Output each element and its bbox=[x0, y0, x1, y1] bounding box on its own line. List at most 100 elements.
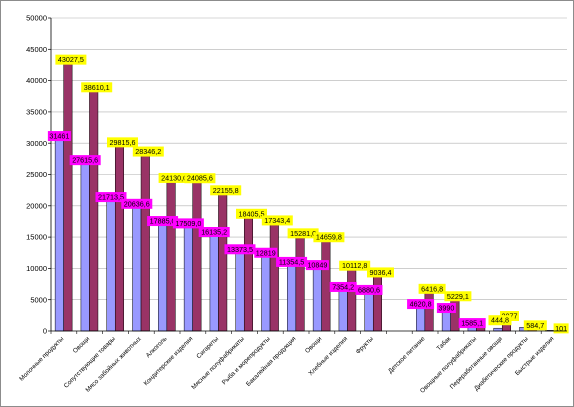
data-label: 12819 bbox=[256, 248, 276, 257]
data-label: 17343,4 bbox=[264, 216, 290, 225]
data-label-box bbox=[106, 137, 138, 148]
data-label: 22155,8 bbox=[213, 186, 239, 195]
bar bbox=[243, 215, 254, 332]
bar bbox=[114, 144, 125, 332]
data-label-box bbox=[488, 315, 512, 326]
data-label-box bbox=[436, 303, 456, 314]
bars bbox=[54, 61, 563, 332]
data-label: 43027,5 bbox=[58, 55, 84, 64]
data-label: 13373,5 bbox=[227, 245, 253, 254]
data-labels: 31461 43027,5 27615,6 38610,1 21713,5 29815,6… bbox=[47, 54, 569, 334]
bar bbox=[235, 247, 245, 332]
data-label: 444,8 bbox=[491, 316, 509, 325]
x-tick-label: Детское питание bbox=[387, 335, 427, 375]
data-label: 101 bbox=[555, 324, 567, 333]
data-label: 14659,8 bbox=[316, 233, 342, 242]
data-label-box bbox=[235, 208, 267, 219]
x-tick-label: Алкоголь bbox=[145, 335, 169, 359]
bar bbox=[183, 221, 193, 332]
data-label: 17509,0 bbox=[175, 219, 201, 228]
data-label: 584,7 bbox=[526, 321, 544, 330]
data-label: 6880,6 bbox=[358, 285, 380, 294]
y-tick-label: 35000 bbox=[26, 108, 47, 117]
data-label: 17885,0 bbox=[150, 217, 176, 226]
bar bbox=[158, 218, 168, 332]
bar bbox=[54, 133, 64, 332]
data-label: 27615,6 bbox=[72, 156, 98, 165]
bar bbox=[312, 262, 322, 332]
x-tick-label: Табак bbox=[435, 335, 453, 353]
data-label-box bbox=[210, 185, 242, 196]
data-label-box bbox=[355, 284, 383, 295]
data-label-box bbox=[121, 198, 153, 209]
y-tick-label: 45000 bbox=[26, 45, 47, 54]
bar bbox=[63, 61, 73, 332]
data-label: 20636,6 bbox=[124, 199, 150, 208]
y-tick-label: 20000 bbox=[26, 201, 47, 210]
bar bbox=[493, 327, 503, 332]
data-label: 7354,2 bbox=[332, 282, 354, 291]
data-label: 24085,6 bbox=[187, 174, 213, 183]
bar bbox=[132, 201, 142, 332]
data-label: 29815,6 bbox=[110, 138, 136, 147]
x-tick-label: Овощи bbox=[72, 335, 92, 355]
data-label-box bbox=[224, 244, 256, 255]
data-label: 31461 bbox=[49, 132, 69, 141]
data-label-box bbox=[553, 323, 569, 334]
data-label-box bbox=[69, 155, 101, 166]
data-label-box bbox=[287, 228, 319, 239]
data-label-box bbox=[418, 283, 446, 294]
data-label-box bbox=[261, 215, 293, 226]
y-tick-label: 40000 bbox=[26, 76, 47, 85]
data-label: 10112,8 bbox=[342, 261, 367, 270]
data-label: 6416,8 bbox=[421, 284, 443, 293]
x-tick-label: Кондитерские изделия bbox=[143, 335, 195, 387]
data-label: 24130,0 bbox=[161, 173, 187, 182]
bar bbox=[209, 229, 219, 332]
data-label-box bbox=[158, 172, 190, 183]
y-tick-label: 10000 bbox=[26, 264, 47, 273]
bar bbox=[218, 192, 228, 332]
x-tick-label: Переработанные овощи bbox=[448, 334, 504, 390]
x-tick-label: Сопутствующие товары bbox=[63, 335, 118, 390]
data-label: 5229,1 bbox=[447, 292, 469, 301]
bar bbox=[89, 89, 99, 332]
data-label: 9036,4 bbox=[370, 268, 392, 277]
data-label-box bbox=[329, 281, 357, 292]
x-tick-label: Молочные продукты bbox=[18, 335, 65, 382]
bar bbox=[372, 274, 383, 332]
data-label-box bbox=[95, 192, 127, 203]
x-tick-label: Бакалейная продукция bbox=[244, 335, 297, 388]
data-label-box bbox=[339, 260, 371, 271]
data-label-box bbox=[458, 318, 486, 329]
data-label-box bbox=[172, 218, 204, 229]
data-label: 18405,5 bbox=[239, 209, 265, 218]
bar bbox=[261, 250, 271, 332]
x-tick-label: Овощи bbox=[304, 335, 324, 355]
bar bbox=[140, 153, 150, 332]
x-tick-label: Рыба и морепродукты bbox=[220, 334, 272, 386]
data-label: 4620,8 bbox=[410, 300, 432, 309]
data-label-box bbox=[407, 299, 435, 310]
data-label-box bbox=[132, 146, 164, 157]
bar bbox=[192, 179, 202, 332]
gridlines bbox=[51, 17, 567, 301]
data-label-box bbox=[147, 216, 179, 227]
data-label: 11354,5 bbox=[279, 257, 304, 266]
bar bbox=[269, 222, 279, 332]
data-label: 21713,5 bbox=[98, 193, 124, 202]
bar bbox=[80, 157, 90, 332]
bar bbox=[295, 235, 305, 332]
data-label-box bbox=[184, 173, 216, 184]
y-tick-label: 30000 bbox=[26, 139, 47, 148]
y-axis: 0 5000 10000 15000 20000 25000 30000 35000 40000… bbox=[26, 14, 52, 336]
data-label: 38610,1 bbox=[84, 83, 110, 92]
x-tick-label: Фрукты bbox=[355, 335, 376, 356]
data-label-box bbox=[81, 82, 113, 93]
y-tick-label: 0 bbox=[43, 327, 47, 336]
data-label-box bbox=[55, 54, 87, 65]
y-tick-label: 15000 bbox=[26, 233, 47, 242]
data-label-box bbox=[366, 267, 394, 278]
